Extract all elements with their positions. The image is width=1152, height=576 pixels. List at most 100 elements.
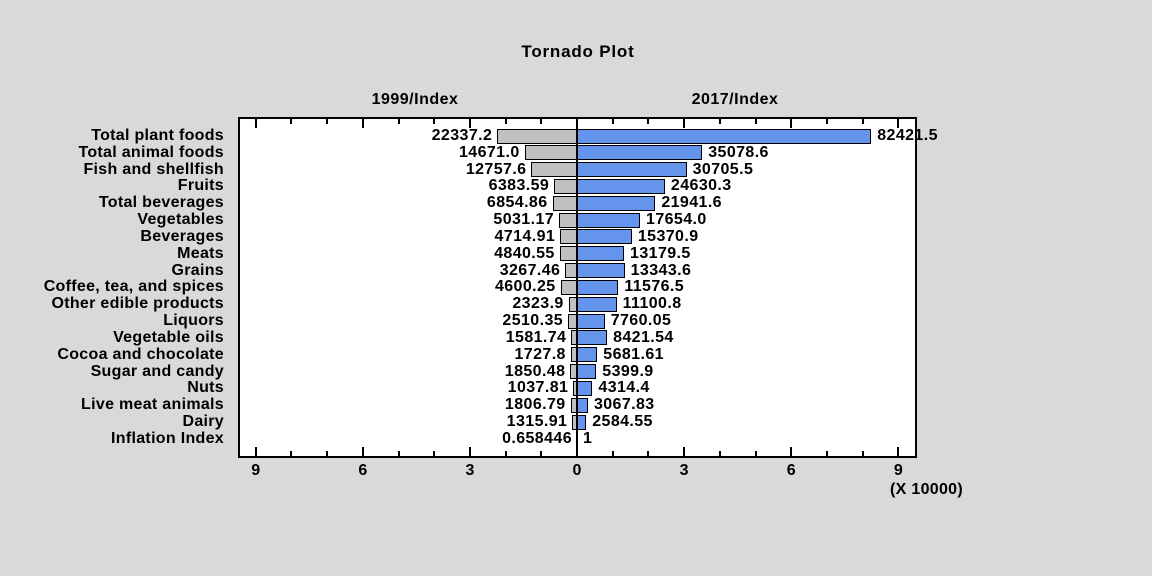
tick-bottom-minor	[504, 451, 507, 456]
right-bar	[577, 178, 665, 194]
tick-top-minor	[290, 119, 293, 124]
right-bar	[577, 246, 625, 262]
right-bar	[577, 162, 687, 178]
x-tick-label: 6	[786, 462, 796, 479]
left-bar	[570, 347, 577, 363]
right-bar	[577, 263, 625, 279]
tick-top-minor	[397, 119, 400, 124]
tick-top-major	[683, 119, 686, 128]
tick-top-major	[897, 119, 900, 128]
category-label: Fish and shellfish	[83, 160, 224, 178]
x-tick-label: 6	[358, 462, 368, 479]
left-value-label: 1037.81	[507, 379, 569, 397]
tick-bottom-minor	[540, 451, 543, 456]
right-bar	[577, 128, 872, 144]
plot-area: 22337.2 82421.5 14671.0 35078.6 12757.6 30705…	[238, 117, 937, 458]
left-value-label: 1315.91	[506, 413, 568, 431]
left-value-label: 1806.79	[504, 396, 566, 414]
tick-top-minor	[754, 119, 757, 124]
left-bar	[559, 246, 577, 262]
tick-bottom-minor	[718, 451, 721, 456]
right-bar	[577, 296, 617, 312]
left-value-label: 22337.2	[431, 127, 493, 144]
left-value-label: 5031.17	[493, 211, 555, 229]
tick-top-minor	[825, 119, 828, 124]
left-value-label: 4600.25	[494, 278, 556, 296]
category-label: Dairy	[182, 413, 224, 431]
tick-top-major	[468, 119, 471, 128]
right-bar	[577, 364, 597, 380]
tick-bottom-minor	[825, 451, 828, 456]
tick-top-major	[361, 119, 364, 128]
right-value-label: 11100.8	[622, 295, 682, 313]
tick-top-major	[254, 119, 257, 128]
category-label: Grains	[171, 261, 224, 279]
tick-bottom-minor	[861, 451, 864, 456]
tick-top-minor	[861, 119, 864, 124]
right-value-label: 24630.3	[670, 177, 732, 195]
right-bar	[577, 414, 587, 430]
left-value-label: 6854.86	[486, 194, 548, 212]
right-value-label: 11576.5	[624, 278, 685, 296]
right-value-label: 5399.9	[602, 362, 654, 380]
tick-top-major	[790, 119, 793, 128]
left-bar	[570, 364, 577, 380]
left-value-label: 14671.0	[458, 143, 520, 161]
left-bar	[560, 279, 577, 295]
right-series-header: 2017/Index	[691, 91, 779, 108]
right-bar	[577, 195, 656, 211]
left-series-header: 1999/Index	[371, 91, 459, 108]
left-value-label: 4840.55	[494, 244, 555, 262]
tick-top-minor	[540, 119, 543, 124]
tick-top-minor	[504, 119, 507, 124]
category-label: Coffee, tea, and spices	[43, 278, 224, 296]
chart-title: Tornado Plot	[521, 42, 635, 61]
left-bar	[497, 128, 577, 144]
left-bar	[565, 263, 577, 279]
left-value-label: 3267.46	[499, 261, 561, 279]
left-bar	[570, 397, 577, 413]
tick-bottom-major	[683, 447, 686, 456]
tick-top-minor	[611, 119, 614, 124]
category-label: Meats	[177, 244, 224, 262]
category-label: Total beverages	[98, 194, 224, 212]
left-value-label: 0.658446	[502, 429, 572, 447]
category-label: Total animal foods	[78, 143, 224, 161]
right-value-label: 3067.83	[593, 396, 655, 414]
x-tick-label: 9	[251, 462, 261, 479]
tick-bottom-major	[361, 447, 364, 456]
category-label: Sugar and candy	[90, 362, 224, 380]
right-bar	[577, 229, 632, 245]
category-label: Total plant foods	[91, 127, 224, 144]
axis-multiplier-label: (X 10000)	[890, 481, 963, 498]
tick-top-minor	[326, 119, 329, 124]
tick-bottom-major	[254, 447, 257, 456]
left-value-label: 1850.48	[504, 362, 566, 380]
right-value-label: 4314.4	[598, 379, 650, 397]
right-bar	[577, 347, 598, 363]
x-tick-label: 9	[893, 462, 903, 479]
right-value-label: 5681.61	[603, 345, 664, 363]
left-value-label: 2323.9	[512, 295, 564, 313]
tick-top-minor	[433, 119, 436, 124]
right-value-label: 8421.54	[613, 328, 674, 346]
x-tick-label: 3	[679, 462, 689, 479]
tick-top-minor	[647, 119, 650, 124]
right-value-label: 13343.6	[630, 261, 692, 279]
category-label: Cocoa and chocolate	[57, 345, 224, 363]
tick-bottom-major	[897, 447, 900, 456]
tick-bottom-minor	[647, 451, 650, 456]
right-value-label: 21941.6	[661, 194, 722, 212]
left-bar	[572, 414, 577, 430]
category-label: Beverages	[140, 227, 224, 245]
left-bar	[568, 296, 577, 312]
right-value-label: 30705.5	[692, 160, 754, 178]
category-axis: Total plant foods Total animal foods Fish …	[0, 0, 224, 576]
left-bar	[573, 380, 577, 396]
category-label: Nuts	[187, 379, 224, 397]
right-bar	[577, 145, 703, 161]
x-tick-label: 0	[572, 462, 582, 479]
tick-bottom-minor	[433, 451, 436, 456]
right-value-label: 17654.0	[646, 211, 707, 229]
plot-inner: 22337.2 82421.5 14671.0 35078.6 12757.6 30705…	[240, 119, 937, 456]
